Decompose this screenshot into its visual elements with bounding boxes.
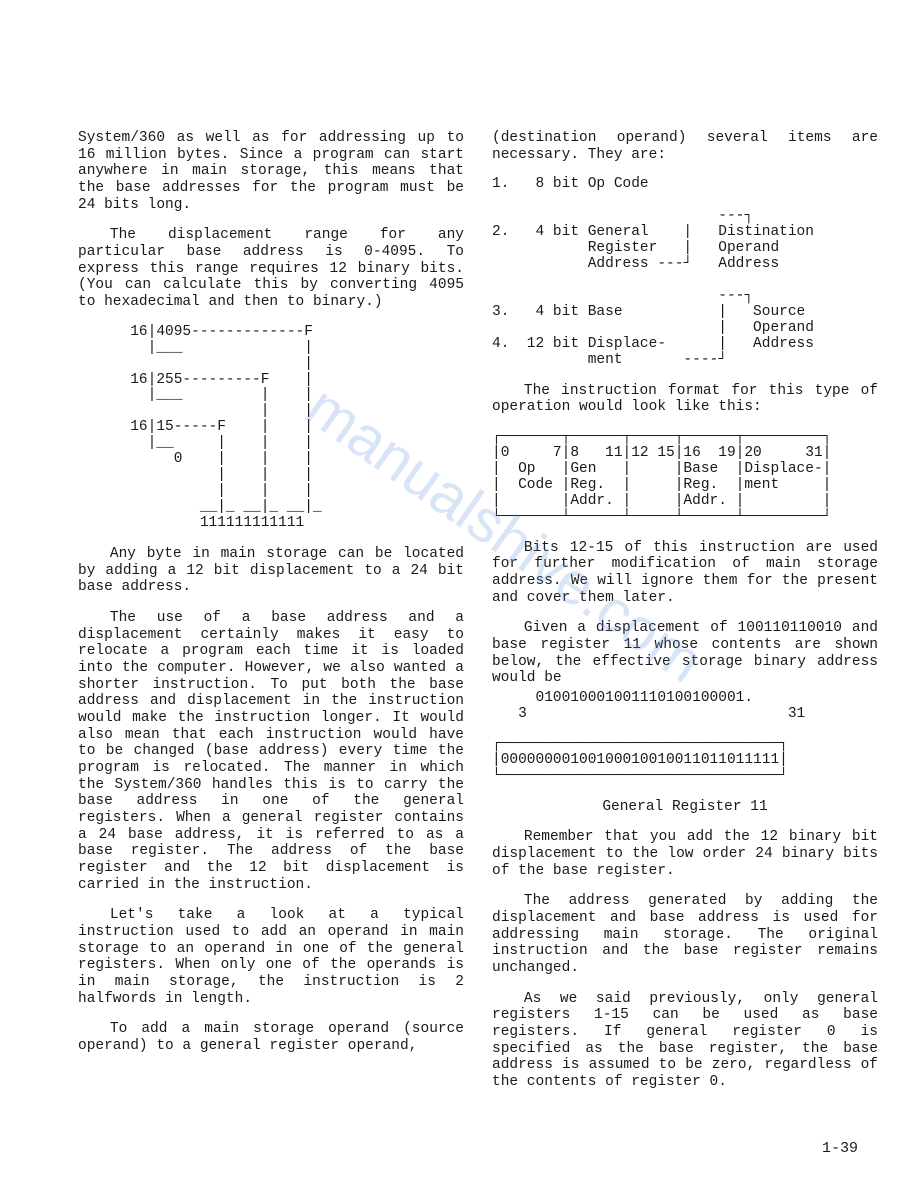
instruction-items-list: 1. 8 bit Op Code ---┐ 2. 4 bit General |… (492, 177, 878, 368)
page-content: System/360 as well as for addressing up … (0, 0, 918, 1105)
para-l4: The use of a base address and a displace… (78, 610, 464, 893)
page-number: 1-39 (822, 1140, 858, 1157)
register-label: General Register 11 (492, 799, 878, 816)
left-column: System/360 as well as for addressing up … (78, 130, 464, 1105)
para-l5: Let's take a look at a typical instructi… (78, 907, 464, 1007)
para-l1: System/360 as well as for addressing up … (78, 130, 464, 213)
para-r3: Bits 12-15 of this instruction are used … (492, 540, 878, 607)
para-r2: The instruction format for this type of … (492, 383, 878, 416)
para-r6: The address generated by adding the disp… (492, 893, 878, 976)
para-r4a: Given a displacement of 100110110010 and… (492, 620, 878, 687)
para-r7: As we said previously, only general regi… (492, 991, 878, 1091)
para-r1: (destination operand) several items are … (492, 130, 878, 163)
para-l6: To add a main storage operand (source op… (78, 1021, 464, 1054)
right-column: (destination operand) several items are … (492, 130, 878, 1105)
para-r5: Remember that you add the 12 binary bit … (492, 829, 878, 879)
hex-conversion-diagram: 16|4095-------------F |___ | | 16|255---… (78, 325, 464, 532)
register-diagram: ┌────────────────────────────────┐ |0000… (492, 737, 878, 785)
para-l3: Any byte in main storage can be located … (78, 546, 464, 596)
binary-address: 010010001001110100100001. 3 31 (492, 691, 878, 723)
instruction-format-diagram: ┌───────┬──────┬─────┬──────┬─────────┐ … (492, 430, 878, 526)
para-l2: The displacement range for any particula… (78, 227, 464, 310)
